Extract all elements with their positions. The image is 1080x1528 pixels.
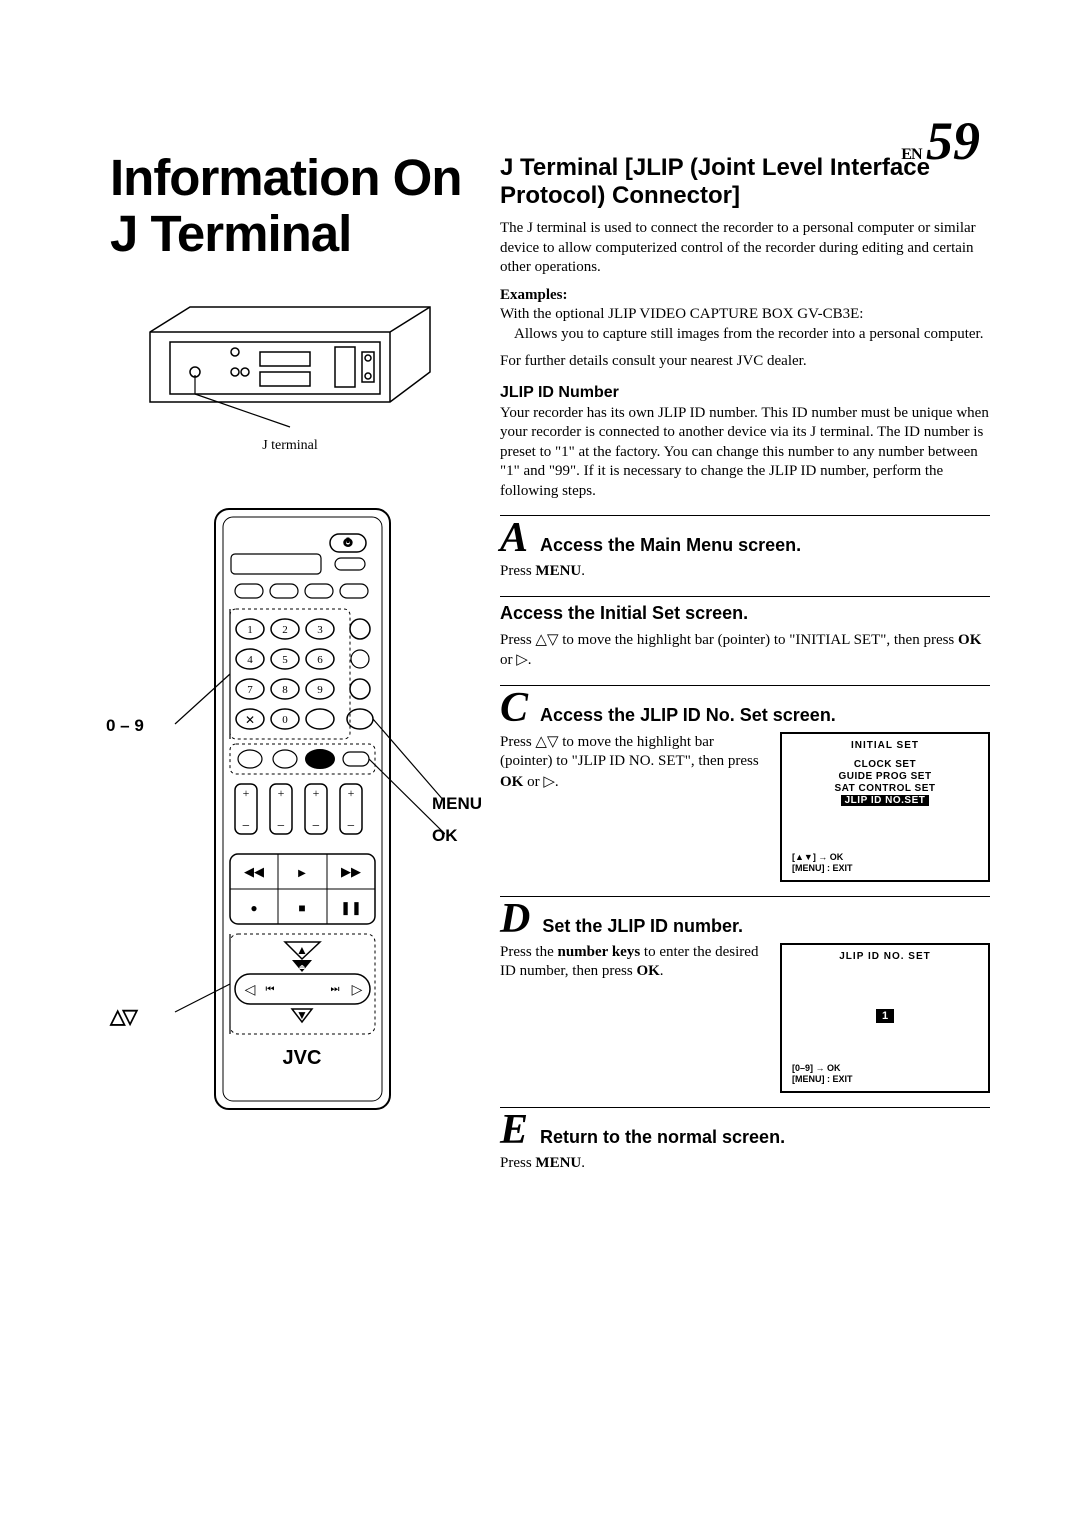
svg-text:+: + — [278, 786, 285, 800]
svg-text:◁: ◁ — [245, 983, 256, 998]
osd-title: JLIP ID NO. SET — [792, 951, 978, 962]
step-a-body: Press MENU. — [500, 562, 990, 582]
osd-item: SAT CONTROL SET — [834, 783, 935, 794]
step-divider — [500, 685, 990, 686]
step-e-body: Press MENU. — [500, 1154, 990, 1174]
svg-text:−: − — [312, 819, 320, 834]
svg-text:0: 0 — [282, 714, 288, 726]
svg-text:▶▶: ▶▶ — [341, 864, 361, 879]
step-c-body: Press △▽ to move the highlight bar (poin… — [500, 732, 764, 793]
example-line2: Allows you to capture still images from … — [500, 325, 990, 345]
step-b: Access the Initial Set screen. Press △▽ … — [500, 596, 990, 671]
svg-text:⏮: ⏮ — [266, 984, 275, 995]
osd-item-selected: JLIP ID NO.SET — [841, 795, 930, 806]
svg-text:✕: ✕ — [245, 713, 255, 727]
remote-control-icon: ⏻ 1 2 3 4 5 — [135, 504, 445, 1124]
content-columns: Information On J Terminal — [110, 150, 990, 1173]
step-d: D Set the JLIP ID number. Press the numb… — [500, 896, 990, 1093]
svg-text:−: − — [242, 819, 250, 834]
step-c-letter: C — [500, 692, 528, 726]
svg-text:7: 7 — [247, 684, 253, 696]
svg-text:5: 5 — [282, 654, 288, 666]
step-a-title: Access the Main Menu screen. — [540, 535, 801, 556]
jlip-id-body: Your recorder has its own JLIP ID number… — [500, 404, 990, 502]
svg-text:+: + — [313, 786, 320, 800]
step-b-title: Access the Initial Set screen. — [500, 603, 748, 624]
svg-text:⏏: ⏏ — [299, 963, 306, 971]
svg-text:⏻: ⏻ — [344, 538, 352, 549]
step-divider — [500, 896, 990, 897]
step-e: E Return to the normal screen. Press MEN… — [500, 1107, 990, 1174]
svg-text:●: ● — [250, 901, 257, 915]
recorder-rear-icon — [140, 302, 440, 432]
page-en-label: EN — [901, 146, 921, 163]
osd-value: 1 — [792, 970, 978, 1063]
callout-arrows: △▽ — [110, 1004, 135, 1029]
svg-text:3: 3 — [317, 624, 323, 636]
osd-list: CLOCK SET GUIDE PROG SET SAT CONTROL SET… — [792, 759, 978, 852]
svg-text:−: − — [277, 819, 285, 834]
svg-text:❚❚: ❚❚ — [340, 900, 362, 916]
examples-label: Examples: — [500, 287, 568, 303]
svg-text:⏭: ⏭ — [331, 984, 340, 995]
examples-block: Examples: With the optional JLIP VIDEO C… — [500, 286, 990, 345]
svg-text:4: 4 — [247, 654, 253, 666]
osd-item: CLOCK SET — [854, 759, 916, 770]
jlip-id-heading: JLIP ID Number — [500, 384, 990, 402]
step-c-title: Access the JLIP ID No. Set screen. — [540, 705, 836, 726]
step-e-title: Return to the normal screen. — [540, 1127, 785, 1148]
step-d-body: Press the number keys to enter the desir… — [500, 943, 764, 982]
svg-text:8: 8 — [282, 684, 288, 696]
remote-figure: ⏻ 1 2 3 4 5 — [110, 504, 470, 1124]
step-c: C Access the JLIP ID No. Set screen. Pre… — [500, 685, 990, 882]
svg-text:■: ■ — [298, 901, 305, 915]
step-divider — [500, 1107, 990, 1108]
svg-text:▲: ▲ — [296, 943, 308, 957]
callout-menu: MENU — [432, 794, 482, 814]
osd-title: INITIAL SET — [792, 740, 978, 751]
dealer-line: For further details consult your nearest… — [500, 352, 990, 372]
svg-text:−: − — [347, 819, 355, 834]
step-d-letter: D — [500, 903, 530, 937]
device-figure: J terminal — [110, 302, 470, 454]
svg-text:▶: ▶ — [298, 868, 306, 879]
osd-jlip-id: JLIP ID NO. SET 1 [0–9] → OK [MENU] : EX… — [780, 943, 990, 1093]
intro-text: The J terminal is used to connect the re… — [500, 219, 990, 278]
osd-footer: [▲▼] → OK [MENU] : EXIT — [792, 852, 978, 874]
callout-number-keys: 0 – 9 — [106, 716, 144, 736]
device-caption: J terminal — [110, 438, 470, 454]
step-divider — [500, 596, 990, 597]
step-divider — [500, 515, 990, 516]
page-number: EN 59 — [901, 110, 980, 172]
step-b-body: Press △▽ to move the highlight bar (poin… — [500, 630, 990, 671]
step-d-title: Set the JLIP ID number. — [542, 916, 743, 937]
svg-text:+: + — [348, 786, 355, 800]
brand-logo: JVC — [283, 1047, 322, 1069]
svg-text:6: 6 — [317, 654, 323, 666]
left-column: Information On J Terminal — [110, 150, 470, 1173]
step-e-letter: E — [500, 1114, 528, 1148]
svg-text:▷: ▷ — [352, 983, 363, 998]
osd-item: GUIDE PROG SET — [838, 771, 931, 782]
svg-text:◀◀: ◀◀ — [244, 864, 264, 879]
example-line1: With the optional JLIP VIDEO CAPTURE BOX… — [500, 306, 863, 322]
svg-text:+: + — [243, 786, 250, 800]
osd-initial-set: INITIAL SET CLOCK SET GUIDE PROG SET SAT… — [780, 732, 990, 882]
svg-text:1: 1 — [247, 624, 253, 636]
step-a: A Access the Main Menu screen. Press MEN… — [500, 515, 990, 582]
svg-text:9: 9 — [317, 684, 323, 696]
callout-ok: OK — [432, 826, 458, 846]
main-title: Information On J Terminal — [110, 150, 470, 262]
osd-footer: [0–9] → OK [MENU] : EXIT — [792, 1063, 978, 1085]
step-a-letter: A — [500, 522, 528, 556]
svg-text:▼: ▼ — [296, 1008, 308, 1022]
page-num: 59 — [926, 111, 980, 171]
right-column: J Terminal [JLIP (Joint Level Interface … — [500, 150, 990, 1173]
svg-text:2: 2 — [282, 624, 288, 636]
